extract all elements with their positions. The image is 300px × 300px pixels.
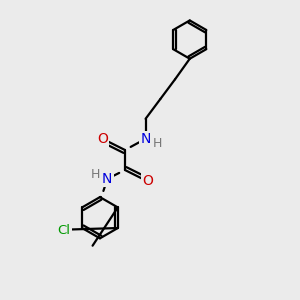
Text: H: H — [91, 168, 100, 181]
Text: O: O — [97, 132, 108, 146]
Text: N: N — [140, 132, 151, 146]
Text: H: H — [153, 137, 162, 150]
Text: O: O — [142, 174, 153, 188]
Text: N: N — [102, 172, 112, 186]
Text: Cl: Cl — [58, 224, 70, 237]
